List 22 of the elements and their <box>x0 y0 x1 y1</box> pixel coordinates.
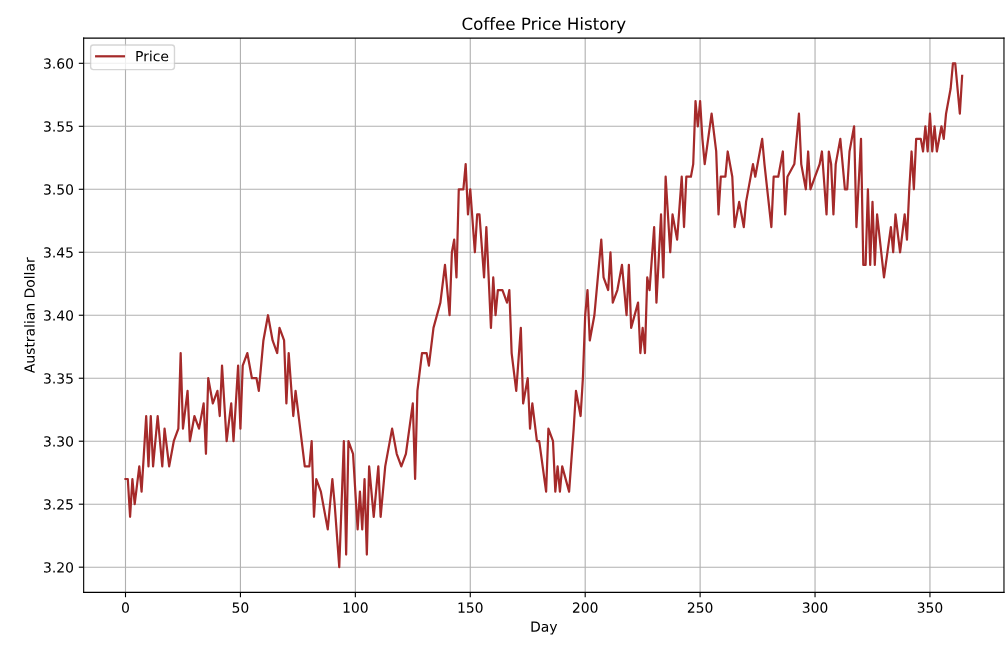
legend-label: Price <box>136 50 169 62</box>
y-tick-label: 3.20 <box>44 562 74 573</box>
y-tick-label: 3.60 <box>44 58 74 69</box>
line-series <box>124 62 964 569</box>
y-tick-label: 3.55 <box>44 121 73 132</box>
x-tick-label: 300 <box>802 602 828 613</box>
x-tick-label: 100 <box>343 602 368 613</box>
x-tick-label: 250 <box>687 602 713 613</box>
x-tick-label: 350 <box>917 602 943 613</box>
y-tick-label: 3.25 <box>44 499 73 510</box>
chart-title: Coffee Price History <box>462 17 626 34</box>
x-axis-title: Day <box>531 621 558 635</box>
y-axis-title: Australian Dollar <box>24 257 35 374</box>
x-tick-label: 150 <box>458 602 483 613</box>
y-tick-label: 3.35 <box>44 373 73 384</box>
y-tick-label: 3.40 <box>44 310 74 321</box>
y-tick-label: 3.30 <box>44 436 74 447</box>
x-tick-label: 0 <box>121 602 129 613</box>
y-tick-label: 3.50 <box>44 184 74 195</box>
x-tick-label: 50 <box>232 602 249 613</box>
x-tick-label: 200 <box>572 602 598 613</box>
y-tick-label: 3.45 <box>44 247 73 258</box>
